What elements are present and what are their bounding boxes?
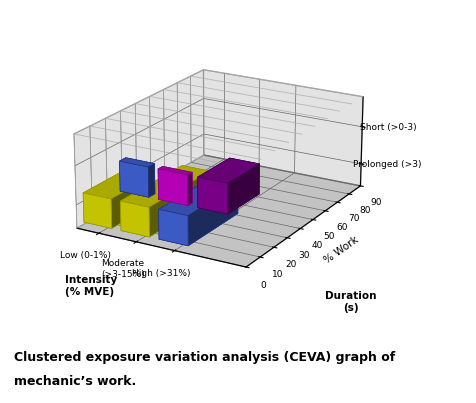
Text: Duration
(s): Duration (s) [325,291,377,313]
Text: Intensity
(% MVE): Intensity (% MVE) [65,275,117,297]
Text: mechanic’s work.: mechanic’s work. [14,375,137,388]
Text: Clustered exposure variation analysis (CEVA) graph of: Clustered exposure variation analysis (C… [14,351,396,364]
Y-axis label: % Work: % Work [322,235,360,266]
